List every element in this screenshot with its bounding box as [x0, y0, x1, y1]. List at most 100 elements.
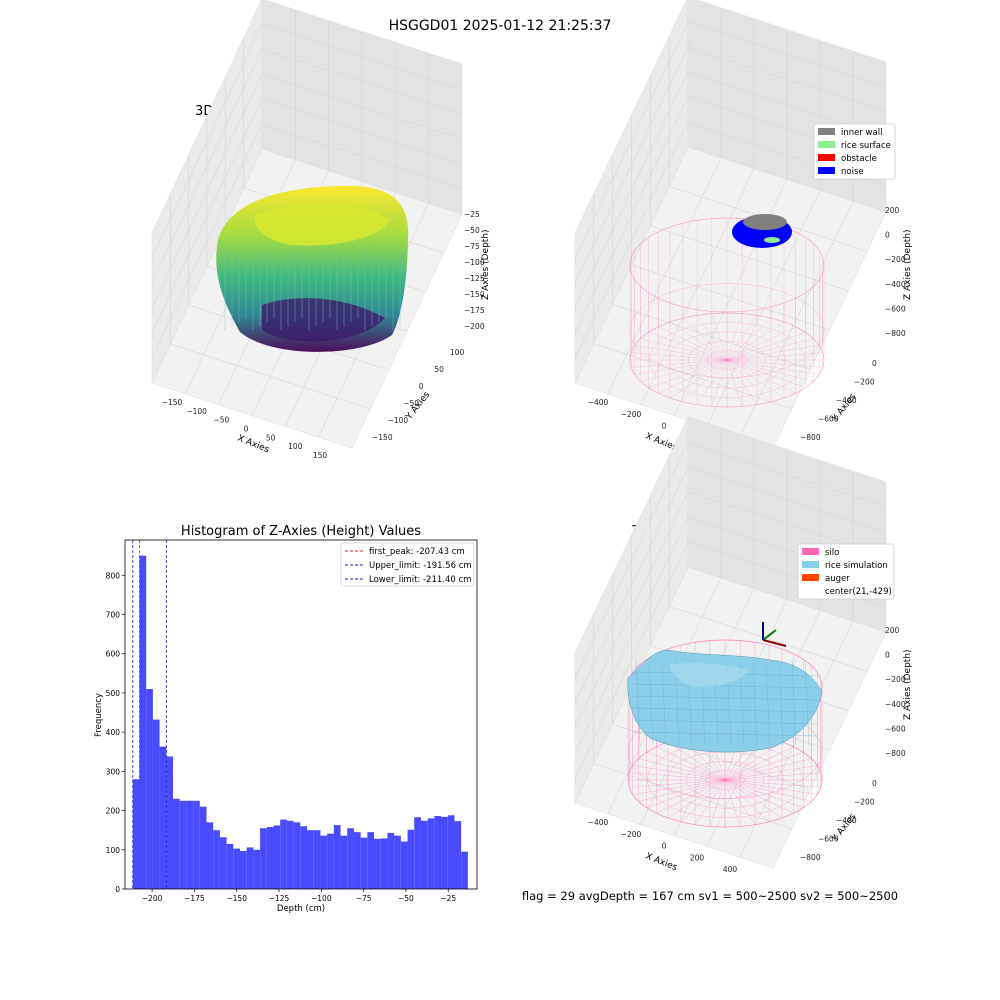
legend-swatch-silo	[802, 548, 819, 555]
histogram-ytick-label-1: 100	[106, 846, 121, 855]
rice-surface-mesh	[631, 695, 819, 701]
histogram-bar-38	[387, 832, 395, 889]
histogram-bar-7	[179, 800, 187, 889]
p1-ztick-5: −150	[464, 290, 485, 299]
legend-label-auger: auger	[825, 574, 850, 584]
p4-xtick-0: −400	[588, 818, 609, 827]
histogram-bar-13	[219, 837, 227, 889]
silo-floor-spoke	[694, 779, 726, 825]
histogram-bar-31	[340, 835, 348, 889]
p1-xtick-1: −100	[186, 407, 207, 416]
histogram-vlines	[132, 540, 167, 889]
legend-label-upper-limit: Upper_limit: -191.56 cm	[369, 561, 472, 571]
histogram-bar-3	[152, 719, 160, 889]
histogram-bar-28	[320, 835, 328, 889]
panel1-zlabel: Z Axies (Depth)	[481, 229, 491, 300]
histogram-bar-2	[146, 689, 153, 889]
silo-floor-spoke	[682, 359, 728, 403]
histogram-bar-14	[226, 843, 234, 889]
p2-ytick-0: 0	[872, 359, 877, 368]
panel4-xlabel: X Axies	[644, 852, 679, 874]
histogram-bar-36	[374, 838, 381, 889]
histogram-bar-43	[420, 820, 428, 889]
histogram-bar-30	[333, 825, 341, 889]
legend-label-rice-surface: rice surface	[841, 141, 891, 151]
silo-floor-spoke	[669, 321, 728, 361]
rice-surface-highlight	[670, 663, 748, 688]
panel4-rice-simulation-surface	[627, 649, 823, 753]
histogram-bar-0	[132, 779, 140, 889]
silo-floor-spoke	[634, 345, 728, 361]
panel4-axes-box	[574, 416, 887, 869]
silo-floor-spoke	[648, 332, 728, 361]
p1-ytick-5: −150	[372, 433, 393, 442]
legend-label-lower-limit: Lower_limit: -211.40 cm	[369, 575, 471, 585]
histogram-bar-11	[206, 822, 214, 889]
p4-ztick-0: 200	[885, 626, 900, 635]
p1-ztick-7: −200	[464, 322, 485, 331]
silo-floor-spoke	[726, 359, 806, 388]
panel2-classified-points	[732, 214, 792, 248]
histogram-bar-26	[307, 830, 314, 889]
silo-floor-spoke	[724, 779, 804, 808]
panel2-silo-wireframe	[629, 217, 825, 408]
histogram-bar-10	[199, 806, 207, 889]
histogram-bar-20	[266, 827, 274, 889]
silo-floor-spoke	[726, 338, 814, 361]
p4-ytick-1: −200	[854, 798, 875, 807]
silo-floor-spoke	[631, 359, 728, 368]
silo-floor-spoke	[656, 779, 726, 814]
legend-swatch-auger	[802, 574, 819, 581]
silo-floor-spoke	[709, 779, 726, 827]
panel4-zlabel: Z Axies (Depth)	[903, 649, 913, 720]
legend-label-first-peak: first_peak: -207.43 cm	[369, 547, 465, 557]
panel4-x-ticks: −400 −200 0 200 400	[588, 818, 738, 874]
silo-floor-spoke	[696, 315, 728, 361]
histogram-xtick-label-0: −200	[142, 894, 163, 903]
panel2-zlabel: Z Axies (Depth)	[903, 229, 913, 300]
histogram-bar-33	[353, 832, 361, 889]
silo-floor-spoke	[648, 359, 728, 388]
histogram-bar-41	[407, 829, 415, 889]
silo-floor-spoke	[724, 779, 821, 788]
histogram-bar-6	[172, 798, 180, 889]
silo-floor-spoke	[726, 359, 796, 394]
histogram-bar-5	[166, 756, 173, 889]
rice-surface-mesh	[778, 665, 784, 746]
rice-surface-mesh	[791, 659, 797, 746]
silo-floor-spoke	[632, 765, 726, 781]
histogram-ytick-label-8: 800	[106, 571, 121, 580]
silo-floor-spoke	[726, 317, 772, 361]
histogram-bar-48	[454, 821, 462, 889]
silo-floor-spoke	[724, 779, 818, 795]
histogram-xtick-label-1: −175	[184, 894, 205, 903]
silo-floor-spoke	[724, 779, 783, 819]
p2-ytick-4: −800	[800, 433, 821, 442]
histogram-bar-8	[186, 800, 194, 889]
histogram-bar-17	[246, 847, 254, 889]
legend-swatch-obstacle	[818, 154, 835, 161]
histogram-bar-34	[360, 837, 368, 889]
silo-floor-spoke	[726, 352, 823, 361]
histogram-bar-42	[414, 817, 421, 889]
p1-ytick-4: −100	[388, 416, 409, 425]
silo-floor-spoke	[640, 359, 728, 382]
p1-xtick-5: 100	[288, 442, 303, 451]
panel2-z-ticks: 200 0 −200 −400 −600 −800	[885, 206, 906, 338]
silo-floor-spoke	[640, 338, 728, 361]
panel2-legend: inner wall rice surface obstacle noise	[813, 123, 896, 180]
histogram-legend: first_peak: -207.43 cm Upper_limit: -191…	[340, 542, 475, 587]
silo-floor-spoke	[726, 359, 785, 399]
legend-label-obstacle: obstacle	[841, 154, 877, 164]
silo-floor-spoke	[726, 321, 785, 361]
p1-xtick-4: 50	[266, 433, 276, 442]
legend-label-center: center(21,-429)	[825, 587, 892, 597]
p4-ytick-2: −400	[836, 816, 857, 825]
rice-surface-points	[764, 237, 780, 243]
p1-ztick-3: −100	[464, 258, 485, 267]
silo-floor-spoke	[658, 359, 728, 394]
rice-surface-mesh	[752, 659, 758, 746]
histogram-bar-18	[253, 849, 261, 889]
panel2-axes-box	[574, 0, 887, 449]
